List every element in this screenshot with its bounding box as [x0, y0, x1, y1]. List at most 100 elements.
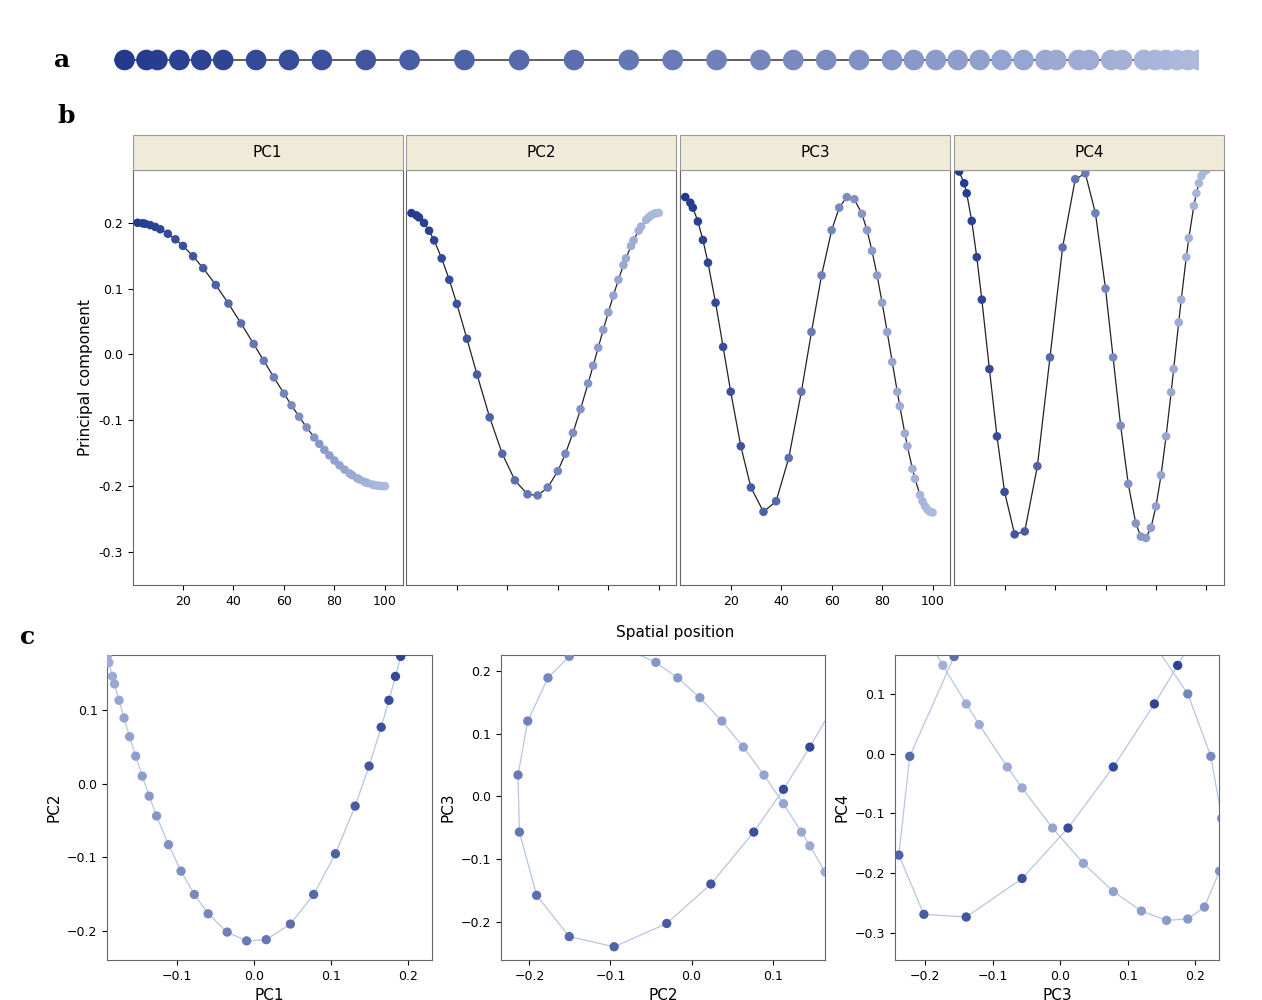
Point [1103, 884, 1123, 900]
Bar [680, 135, 950, 170]
Point [631, 219, 651, 235]
Point [621, 238, 641, 254]
Point [817, 52, 837, 68]
Point [370, 478, 390, 494]
Point [1136, 530, 1156, 546]
Point [1191, 168, 1212, 184]
Point [304, 886, 324, 902]
Point [888, 578, 909, 594]
Point [1145, 696, 1165, 712]
Point [109, 692, 129, 708]
Point [1194, 899, 1214, 915]
Point [93, 633, 114, 649]
Point [902, 461, 923, 477]
Point [1075, 165, 1095, 181]
Point [649, 205, 669, 221]
Point [528, 487, 548, 503]
Text: PC1: PC1 [252, 145, 283, 160]
Point [641, 207, 661, 223]
Point [623, 232, 644, 248]
Bar [954, 135, 1224, 170]
Point [784, 52, 804, 68]
Point [1156, 428, 1176, 444]
Point [675, 189, 695, 205]
Point [358, 758, 379, 774]
Point [1156, 52, 1176, 68]
Point [184, 886, 204, 902]
Point [1065, 171, 1085, 187]
Point [356, 52, 376, 68]
Point [979, 361, 1000, 377]
Point [169, 52, 189, 68]
Point [791, 384, 811, 400]
Point [969, 52, 989, 68]
Point [891, 584, 911, 600]
Point [997, 759, 1017, 775]
Point [400, 52, 420, 68]
Point [372, 478, 392, 494]
Point [414, 215, 434, 231]
Point [347, 470, 367, 486]
Point [1189, 175, 1209, 191]
Text: PC2: PC2 [526, 145, 557, 160]
Point [145, 219, 165, 235]
Point [1131, 903, 1151, 919]
Point [391, 648, 411, 664]
Point [683, 200, 703, 216]
Point [564, 52, 584, 68]
Point [1058, 820, 1078, 836]
Point [98, 655, 119, 671]
Point [1189, 52, 1209, 68]
Point [867, 267, 887, 283]
Point [150, 221, 170, 237]
Point [1112, 52, 1132, 68]
Point [1013, 52, 1034, 68]
Point [688, 213, 708, 229]
Point [395, 629, 415, 645]
Point [923, 505, 943, 521]
Point [1103, 759, 1123, 775]
Point [133, 768, 153, 784]
Point [127, 215, 148, 231]
Point [342, 467, 362, 483]
Point [1200, 748, 1220, 764]
Point [324, 453, 345, 469]
Point [914, 906, 934, 922]
Point [165, 231, 186, 247]
Point [852, 206, 872, 222]
Point [1177, 52, 1198, 68]
Point [507, 767, 528, 783]
Point [398, 620, 418, 636]
Point [394, 638, 414, 654]
Point [887, 384, 907, 400]
Point [254, 353, 274, 369]
Point [854, 937, 875, 953]
Point [133, 215, 153, 231]
Point [644, 206, 664, 222]
Point [1035, 52, 1055, 68]
Point [538, 480, 558, 496]
Point [213, 52, 233, 68]
Point [467, 367, 487, 383]
Point [890, 398, 910, 414]
Point [326, 846, 346, 862]
Point [663, 52, 683, 68]
Point [406, 207, 427, 223]
Point [900, 599, 920, 615]
Point [365, 477, 385, 493]
Point [834, 679, 854, 695]
Point [1102, 52, 1122, 68]
Point [1167, 657, 1188, 673]
Point [102, 668, 122, 684]
Point [246, 52, 266, 68]
Point [753, 504, 774, 520]
Point [811, 267, 832, 283]
Point [618, 52, 639, 68]
Point [987, 428, 1007, 444]
Point [447, 296, 467, 312]
Point [834, 898, 854, 914]
Point [698, 255, 718, 271]
Point [895, 590, 915, 606]
Point [1212, 580, 1232, 596]
Point [357, 475, 377, 491]
